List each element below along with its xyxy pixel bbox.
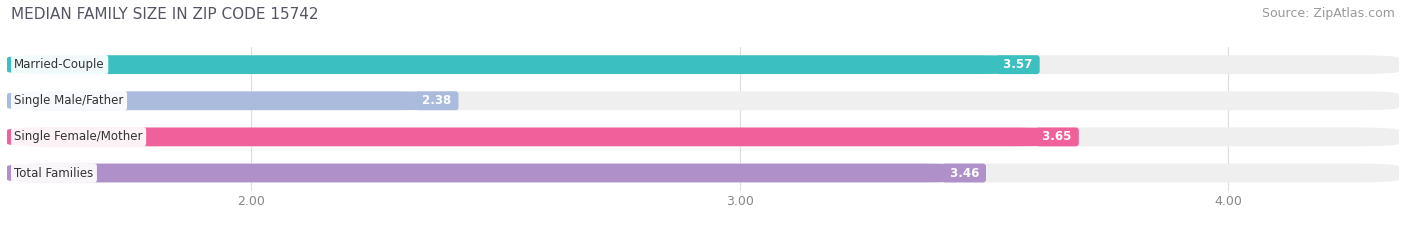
FancyBboxPatch shape <box>7 127 1399 146</box>
FancyBboxPatch shape <box>7 164 1399 182</box>
FancyBboxPatch shape <box>7 127 1057 146</box>
Text: 2.38: 2.38 <box>418 94 456 107</box>
FancyBboxPatch shape <box>7 55 1399 74</box>
FancyBboxPatch shape <box>7 91 437 110</box>
FancyBboxPatch shape <box>7 164 965 182</box>
FancyBboxPatch shape <box>7 91 1399 110</box>
Text: Single Female/Mother: Single Female/Mother <box>14 130 143 143</box>
Text: Source: ZipAtlas.com: Source: ZipAtlas.com <box>1261 7 1395 20</box>
Text: Total Families: Total Families <box>14 167 94 179</box>
Text: Single Male/Father: Single Male/Father <box>14 94 124 107</box>
Text: 3.46: 3.46 <box>946 167 983 179</box>
Text: MEDIAN FAMILY SIZE IN ZIP CODE 15742: MEDIAN FAMILY SIZE IN ZIP CODE 15742 <box>11 7 319 22</box>
Text: 3.65: 3.65 <box>1039 130 1076 143</box>
Text: Married-Couple: Married-Couple <box>14 58 105 71</box>
FancyBboxPatch shape <box>7 55 1018 74</box>
Text: 3.57: 3.57 <box>1000 58 1036 71</box>
